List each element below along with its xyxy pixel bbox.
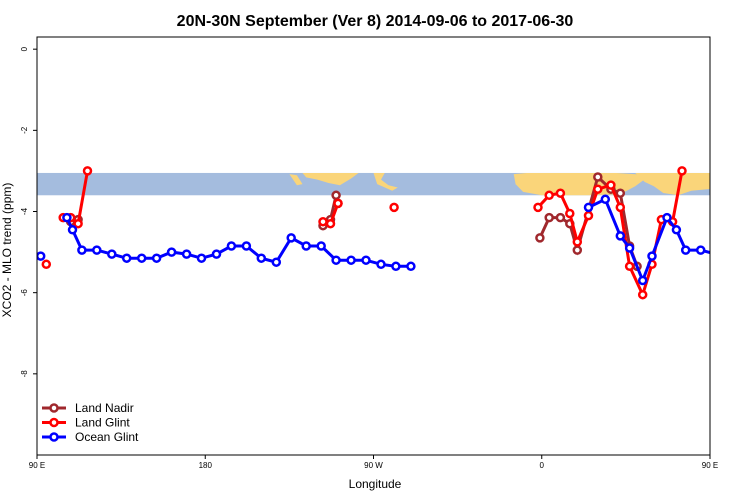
ocean-glint-point [680, 245, 691, 255]
ocean-glint-point [406, 261, 416, 272]
y-tick-label: -6 [20, 289, 29, 297]
land-glint-point [73, 218, 83, 229]
land-glint-point [572, 237, 583, 247]
ocean-glint-line [65, 216, 411, 268]
ocean-glint-point [600, 194, 611, 205]
land-africa-arabia [513, 173, 651, 196]
ocean-glint-point [67, 225, 78, 235]
ocean-glint-point [286, 233, 296, 243]
ocean-glint-point [376, 259, 386, 270]
ocean-glint-point [742, 255, 749, 262]
ocean-glint-point [346, 255, 356, 265]
ocean-glint-point [637, 275, 648, 286]
ocean-glint-point [181, 249, 192, 259]
ocean-glint-point [77, 245, 87, 255]
x-tick-label: 90 E [702, 461, 718, 470]
x-tick-label: 90 W [364, 461, 383, 470]
ocean-glint-line [587, 197, 710, 285]
land-glint-point [544, 190, 554, 201]
x-axis-label: Longitude [349, 477, 402, 491]
ocean-glint-point [107, 249, 117, 259]
land-glint-point [389, 202, 399, 213]
land-mexico [302, 173, 359, 186]
ocean-glint-point [271, 257, 282, 267]
series-layer [37, 166, 749, 300]
x-tick-label: 90 E [29, 461, 45, 470]
y-tick-label: -8 [20, 370, 29, 378]
ocean-glint-point [226, 241, 237, 251]
land-glint-legend-label: Land Glint [75, 416, 130, 430]
ocean-glint-point [37, 251, 46, 261]
land-baja [289, 174, 303, 186]
land-glint-point [565, 208, 575, 219]
ocean-glint-point [712, 251, 719, 258]
land-nadir-legend-label: Land Nadir [75, 401, 134, 415]
ocean-glint-point [671, 225, 682, 235]
land-india-asia [635, 173, 710, 196]
land-nadir-point [572, 245, 583, 255]
ocean-glint-point [391, 261, 401, 272]
land-glint-point [615, 202, 626, 213]
ocean-glint-point [361, 255, 371, 265]
ocean-glint-point [662, 212, 672, 223]
ocean-glint-point [211, 249, 222, 259]
ocean-glint-point [62, 212, 72, 223]
ocean-glint-legend-marker [49, 432, 59, 442]
land-glint-point [677, 166, 687, 176]
land-glint-point [606, 180, 616, 190]
ocean-glint-point [615, 231, 626, 241]
land-nadir-point [615, 188, 626, 198]
land-nadir-point [535, 233, 545, 243]
ocean-glint-point [331, 255, 341, 265]
land-glint-point [593, 184, 603, 194]
land-glint-point [82, 166, 93, 176]
land-nadir-point [593, 172, 603, 182]
ocean-glint-point [583, 202, 594, 213]
ocean-glint-point [121, 253, 132, 263]
land-glint-point [318, 216, 328, 227]
land-nadir-legend-marker [49, 403, 59, 413]
ocean-glint-point [727, 255, 734, 262]
ocean-glint-point [647, 251, 657, 261]
ocean-glint-point [695, 245, 706, 255]
y-tick-label: 0 [20, 46, 29, 51]
ocean-glint-point [166, 247, 177, 257]
y-axis-label: XCO2 - MLO trend (ppm) [0, 183, 14, 318]
land-glint-point [624, 261, 635, 272]
ocean-glint-point [256, 253, 267, 263]
land-glint-legend-marker [49, 417, 59, 428]
ocean-glint-point [151, 253, 162, 263]
ocean-glint-point [136, 253, 147, 263]
ocean-glint-point [316, 241, 326, 251]
land-glint-point [533, 202, 543, 213]
land-nadir-point [555, 212, 566, 223]
ocean-glint-legend-label: Ocean Glint [75, 430, 139, 444]
ocean-glint-point [624, 243, 635, 253]
land-glint-point [583, 210, 594, 221]
land-nadir-point [331, 190, 341, 201]
land-glint-point [333, 198, 343, 209]
y-tick-label: -4 [20, 207, 29, 215]
world-map-strip [37, 172, 710, 196]
land-glint-point [41, 259, 52, 270]
land-florida-cuba [373, 173, 398, 191]
x-tick-label: 0 [540, 461, 545, 470]
ocean-glint-point [196, 253, 207, 263]
ocean-glint-point [241, 241, 252, 251]
chart-title: 20N-30N September (Ver 8) 2014-09-06 to … [177, 13, 574, 30]
land-glint-point [555, 188, 566, 198]
land-glint-point [325, 218, 336, 229]
ocean-glint-point [301, 241, 311, 251]
y-tick-label: -2 [20, 126, 29, 134]
x-tick-label: 180 [199, 461, 213, 470]
land-glint-point [637, 289, 648, 300]
y-axis: 0 -2 -4 -6 -8 [20, 46, 37, 377]
land-nadir-point [544, 212, 554, 223]
ocean-glint-point [92, 245, 102, 255]
plot-frame [36, 36, 711, 456]
